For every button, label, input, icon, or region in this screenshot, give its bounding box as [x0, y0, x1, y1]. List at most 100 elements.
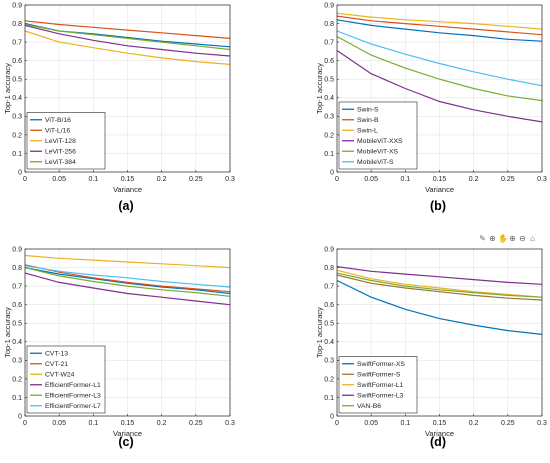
- zoom-out-icon[interactable]: ⊖: [519, 234, 526, 243]
- panel-label: (a): [118, 199, 133, 213]
- series-line-LeViT-128: [24, 30, 231, 65]
- y-tick-label: 0.7: [12, 284, 22, 291]
- y-tick-label: 0.6: [324, 58, 334, 65]
- y-tick-label: 0: [18, 413, 22, 420]
- legend-entry: LeViT-384: [45, 159, 76, 166]
- axes-box: [24, 248, 231, 417]
- chart-panel-3: 0 0.05 0.1 0.15 0.2 0.25 0.3 0 0.1 0.2 0.3 0.4 0.5 0.…: [3, 246, 235, 449]
- x-tick-label: 0.2: [157, 176, 167, 183]
- y-axis-label: Top-1 accuracy: [315, 63, 324, 114]
- y-tick-label: 0.6: [12, 302, 22, 309]
- legend-entry: ViT-L/16: [45, 128, 70, 135]
- y-tick-label: 0.9: [12, 2, 22, 9]
- legend-entry: ViT-B/16: [45, 117, 71, 124]
- series-line-MobileViT-XXS: [336, 50, 543, 123]
- x-tick-label: 0: [335, 420, 339, 427]
- y-tick-label: 0.1: [12, 151, 22, 158]
- pan-icon[interactable]: ✋: [498, 234, 508, 243]
- y-tick-label: 0.7: [324, 40, 334, 47]
- y-tick-label: 0.3: [324, 358, 334, 365]
- x-tick-label: 0.05: [52, 176, 66, 183]
- legend-box: [338, 101, 418, 170]
- y-axis-label: Top-1 accuracy: [3, 63, 12, 114]
- datatip-icon[interactable]: ⊕: [489, 234, 496, 243]
- home-icon[interactable]: ⌂: [530, 234, 535, 243]
- x-tick-label: 0.1: [88, 176, 98, 183]
- axes-box: [336, 248, 543, 417]
- x-tick-label: 0.05: [364, 176, 378, 183]
- y-tick-label: 0.2: [324, 376, 334, 383]
- legend-entry: MobileViT-S: [357, 159, 394, 166]
- chart-panel-4: 0 0.05 0.1 0.15 0.2 0.25 0.3 0 0.1 0.2 0.3 0.4 0.5 0.…: [315, 246, 547, 449]
- y-tick-label: 0.4: [12, 95, 22, 102]
- x-tick-label: 0.15: [121, 420, 135, 427]
- x-tick-label: 0.25: [189, 420, 203, 427]
- x-tick-label: 0.2: [469, 176, 479, 183]
- y-tick-label: 0.5: [12, 321, 22, 328]
- legend-entry: EfficientFormer-L7: [45, 403, 101, 410]
- x-tick-label: 0.15: [121, 176, 135, 183]
- legend-entry: CVT-W24: [45, 372, 75, 379]
- series-line-ViT-L/16: [24, 20, 231, 39]
- legend-entry: SwiftFormer-L3: [357, 393, 404, 400]
- series-line-SwiftFormer-L3: [336, 266, 543, 285]
- x-tick-label: 0.1: [400, 420, 410, 427]
- y-tick-label: 0.8: [12, 21, 22, 28]
- y-tick-label: 0.4: [324, 95, 334, 102]
- y-tick-label: 0.9: [324, 246, 334, 253]
- y-tick-label: 0.7: [12, 40, 22, 47]
- y-tick-label: 0.8: [324, 265, 334, 272]
- x-tick-label: 0.1: [400, 176, 410, 183]
- x-tick-label: 0.25: [501, 420, 515, 427]
- brush-icon[interactable]: ✎: [479, 234, 486, 243]
- y-tick-label: 0.1: [324, 151, 334, 158]
- y-axis-label: Top-1 accuracy: [315, 307, 324, 358]
- series-line-EfficientFormer-L7: [24, 265, 231, 288]
- x-tick-label: 0: [23, 176, 27, 183]
- legend-box: [26, 345, 106, 414]
- legend-entry: EfficientFormer-L1: [45, 382, 101, 389]
- legend-entry: Swin-B: [357, 117, 379, 124]
- x-axis-label: Variance: [113, 185, 142, 194]
- series-line-Swin-L: [336, 12, 543, 30]
- y-tick-label: 0.8: [324, 21, 334, 28]
- legend-entry: SwiftFormer-S: [357, 372, 401, 379]
- y-tick-label: 0.1: [324, 395, 334, 402]
- x-tick-label: 0.15: [433, 176, 447, 183]
- y-tick-label: 0.4: [324, 339, 334, 346]
- x-tick-label: 0.3: [225, 420, 235, 427]
- y-tick-label: 0.5: [324, 321, 334, 328]
- y-tick-label: 0.6: [12, 58, 22, 65]
- series-line-EfficientFormer-L3: [24, 267, 231, 297]
- y-tick-label: 0.1: [12, 395, 22, 402]
- y-tick-label: 0.8: [12, 265, 22, 272]
- legend-entry: SwiftFormer-L1: [357, 382, 404, 389]
- x-axis-label: Variance: [425, 185, 454, 194]
- x-tick-label: 0: [23, 420, 27, 427]
- x-tick-label: 0.2: [469, 420, 479, 427]
- x-axis-label: Variance: [113, 429, 142, 438]
- y-tick-label: 0: [330, 169, 334, 176]
- legend-entry: CVT-13: [45, 351, 68, 358]
- series-line-CVT-W24: [24, 254, 231, 269]
- legend-entry: MobileViT-XXS: [357, 138, 403, 145]
- y-tick-label: 0.3: [12, 358, 22, 365]
- legend-entry: Swin-L: [357, 128, 378, 135]
- panel-label: (d): [430, 435, 446, 449]
- zoom-in-icon[interactable]: ⊕: [509, 234, 516, 243]
- x-axis-label: Variance: [425, 429, 454, 438]
- x-tick-label: 0.25: [501, 176, 515, 183]
- y-tick-label: 0.2: [12, 132, 22, 139]
- axes-box: [336, 4, 543, 173]
- series-line-MobileViT-XS: [336, 35, 543, 102]
- series-line-LeViT-256: [24, 24, 231, 57]
- series-line-MobileViT-S: [336, 30, 543, 87]
- legend-entry: MobileViT-XS: [357, 149, 399, 156]
- x-tick-label: 0.05: [364, 420, 378, 427]
- y-tick-label: 0.2: [324, 132, 334, 139]
- series-line-VAN-B6: [336, 272, 543, 298]
- x-tick-label: 0: [335, 176, 339, 183]
- legend-entry: CVT-21: [45, 361, 68, 368]
- x-tick-label: 0.3: [537, 176, 547, 183]
- y-tick-label: 0.9: [324, 2, 334, 9]
